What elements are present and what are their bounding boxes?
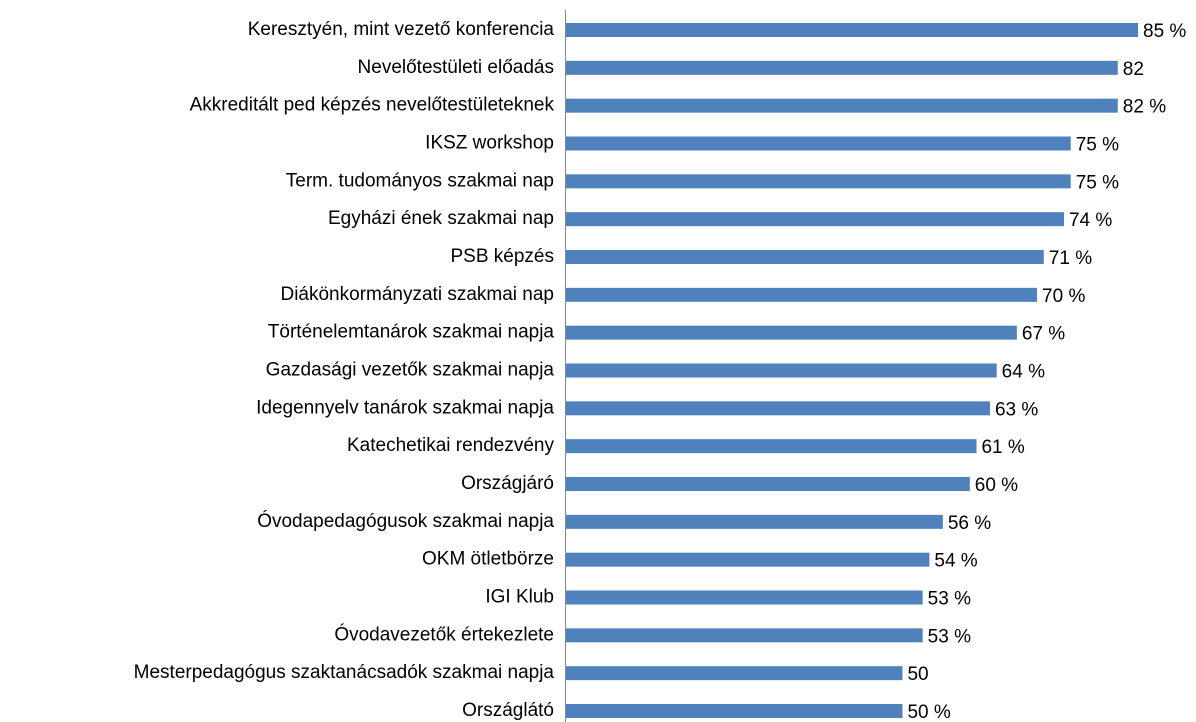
- bar: [566, 60, 1118, 75]
- bar: [566, 363, 997, 378]
- category-label: Akkreditált ped képzés nevelőtestületekn…: [190, 95, 555, 116]
- bar: [566, 552, 930, 567]
- category-label: Egyházi ének szakmai nap: [328, 208, 554, 229]
- value-label: 50: [907, 664, 928, 685]
- category-label: Történelemtanárok szakmai napja: [268, 322, 555, 343]
- bar: [566, 174, 1071, 189]
- value-label: 75 %: [1076, 172, 1119, 193]
- bar: [566, 439, 977, 454]
- bar: [566, 98, 1118, 113]
- bar: [566, 250, 1044, 264]
- bar: [566, 704, 903, 718]
- value-label: 85 %: [1143, 21, 1186, 42]
- value-label: 67 %: [1022, 324, 1065, 345]
- bar: [566, 325, 1017, 340]
- category-label: Gazdasági vezetők szakmai napja: [266, 360, 555, 381]
- bar: [566, 23, 1138, 37]
- value-label: 82: [1123, 59, 1144, 80]
- bar: [566, 514, 943, 529]
- category-label: Idegennyelv tanárok szakmai napja: [256, 397, 554, 418]
- category-label: IKSZ workshop: [425, 133, 554, 154]
- bar: [566, 477, 970, 491]
- bar: [566, 666, 903, 681]
- value-label: 74 %: [1069, 210, 1112, 231]
- value-label: 82 %: [1123, 97, 1166, 118]
- value-label: 53 %: [928, 589, 971, 610]
- bar: [566, 590, 923, 605]
- value-label: 53 %: [928, 626, 971, 647]
- value-label: 60 %: [975, 475, 1018, 496]
- category-label: Katechetikai rendezvény: [347, 435, 555, 456]
- value-label: 61 %: [981, 437, 1024, 458]
- category-label: Óvodapedagógusok szakmai napja: [257, 510, 554, 532]
- bar: [566, 136, 1071, 151]
- category-label: OKM ötletbörze: [422, 549, 554, 570]
- category-label: Diákönkormányzati szakmai nap: [280, 284, 554, 305]
- value-label: 63 %: [995, 399, 1038, 420]
- value-label: 70 %: [1042, 286, 1085, 307]
- bar: [566, 212, 1064, 227]
- value-label: 50 %: [907, 702, 950, 722]
- value-label: 56 %: [948, 513, 991, 534]
- value-label: 71 %: [1049, 248, 1092, 269]
- bar: [566, 628, 923, 643]
- category-label: Országlátó: [462, 700, 554, 721]
- category-label: IGI Klub: [485, 587, 554, 608]
- category-label: Óvodavezetők értekezlete: [334, 623, 554, 645]
- category-label: Nevelőtestületi előadás: [358, 57, 554, 78]
- bar: [566, 287, 1038, 302]
- category-label: Mesterpedagógus szaktanácsadók szakmai n…: [134, 662, 555, 683]
- category-label: Országjáró: [461, 473, 554, 494]
- bar: [566, 401, 990, 416]
- value-label: 54 %: [934, 551, 977, 572]
- category-label: Keresztyén, mint vezető konferencia: [248, 19, 555, 40]
- value-label: 64 %: [1002, 362, 1045, 383]
- category-label: Term. tudományos szakmai nap: [286, 170, 554, 191]
- value-label: 75 %: [1076, 135, 1119, 156]
- category-label: PSB képzés: [451, 246, 555, 267]
